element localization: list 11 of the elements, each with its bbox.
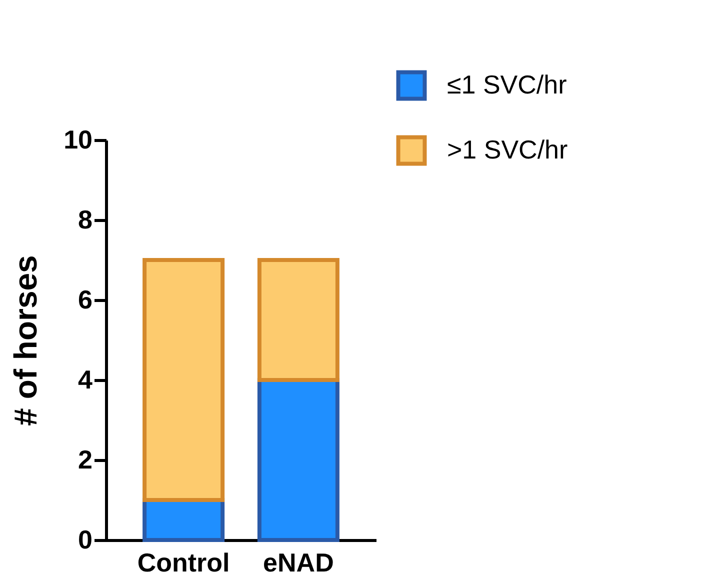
y-tick-label: 2 xyxy=(78,444,92,474)
legend-label: >1 SVC/hr xyxy=(447,134,568,164)
y-tick-label: 8 xyxy=(78,204,92,234)
x-tick-label: Control xyxy=(137,548,230,578)
y-tick-label: 6 xyxy=(78,284,92,314)
legend-label: ≤1 SVC/hr xyxy=(447,70,568,100)
x-tick-label: eNAD xyxy=(263,548,334,578)
y-tick-label: 0 xyxy=(78,524,92,554)
y-tick-label: 4 xyxy=(78,364,94,394)
y-tick-label: 10 xyxy=(64,124,92,154)
y-axis-title: # of horses xyxy=(8,255,44,426)
